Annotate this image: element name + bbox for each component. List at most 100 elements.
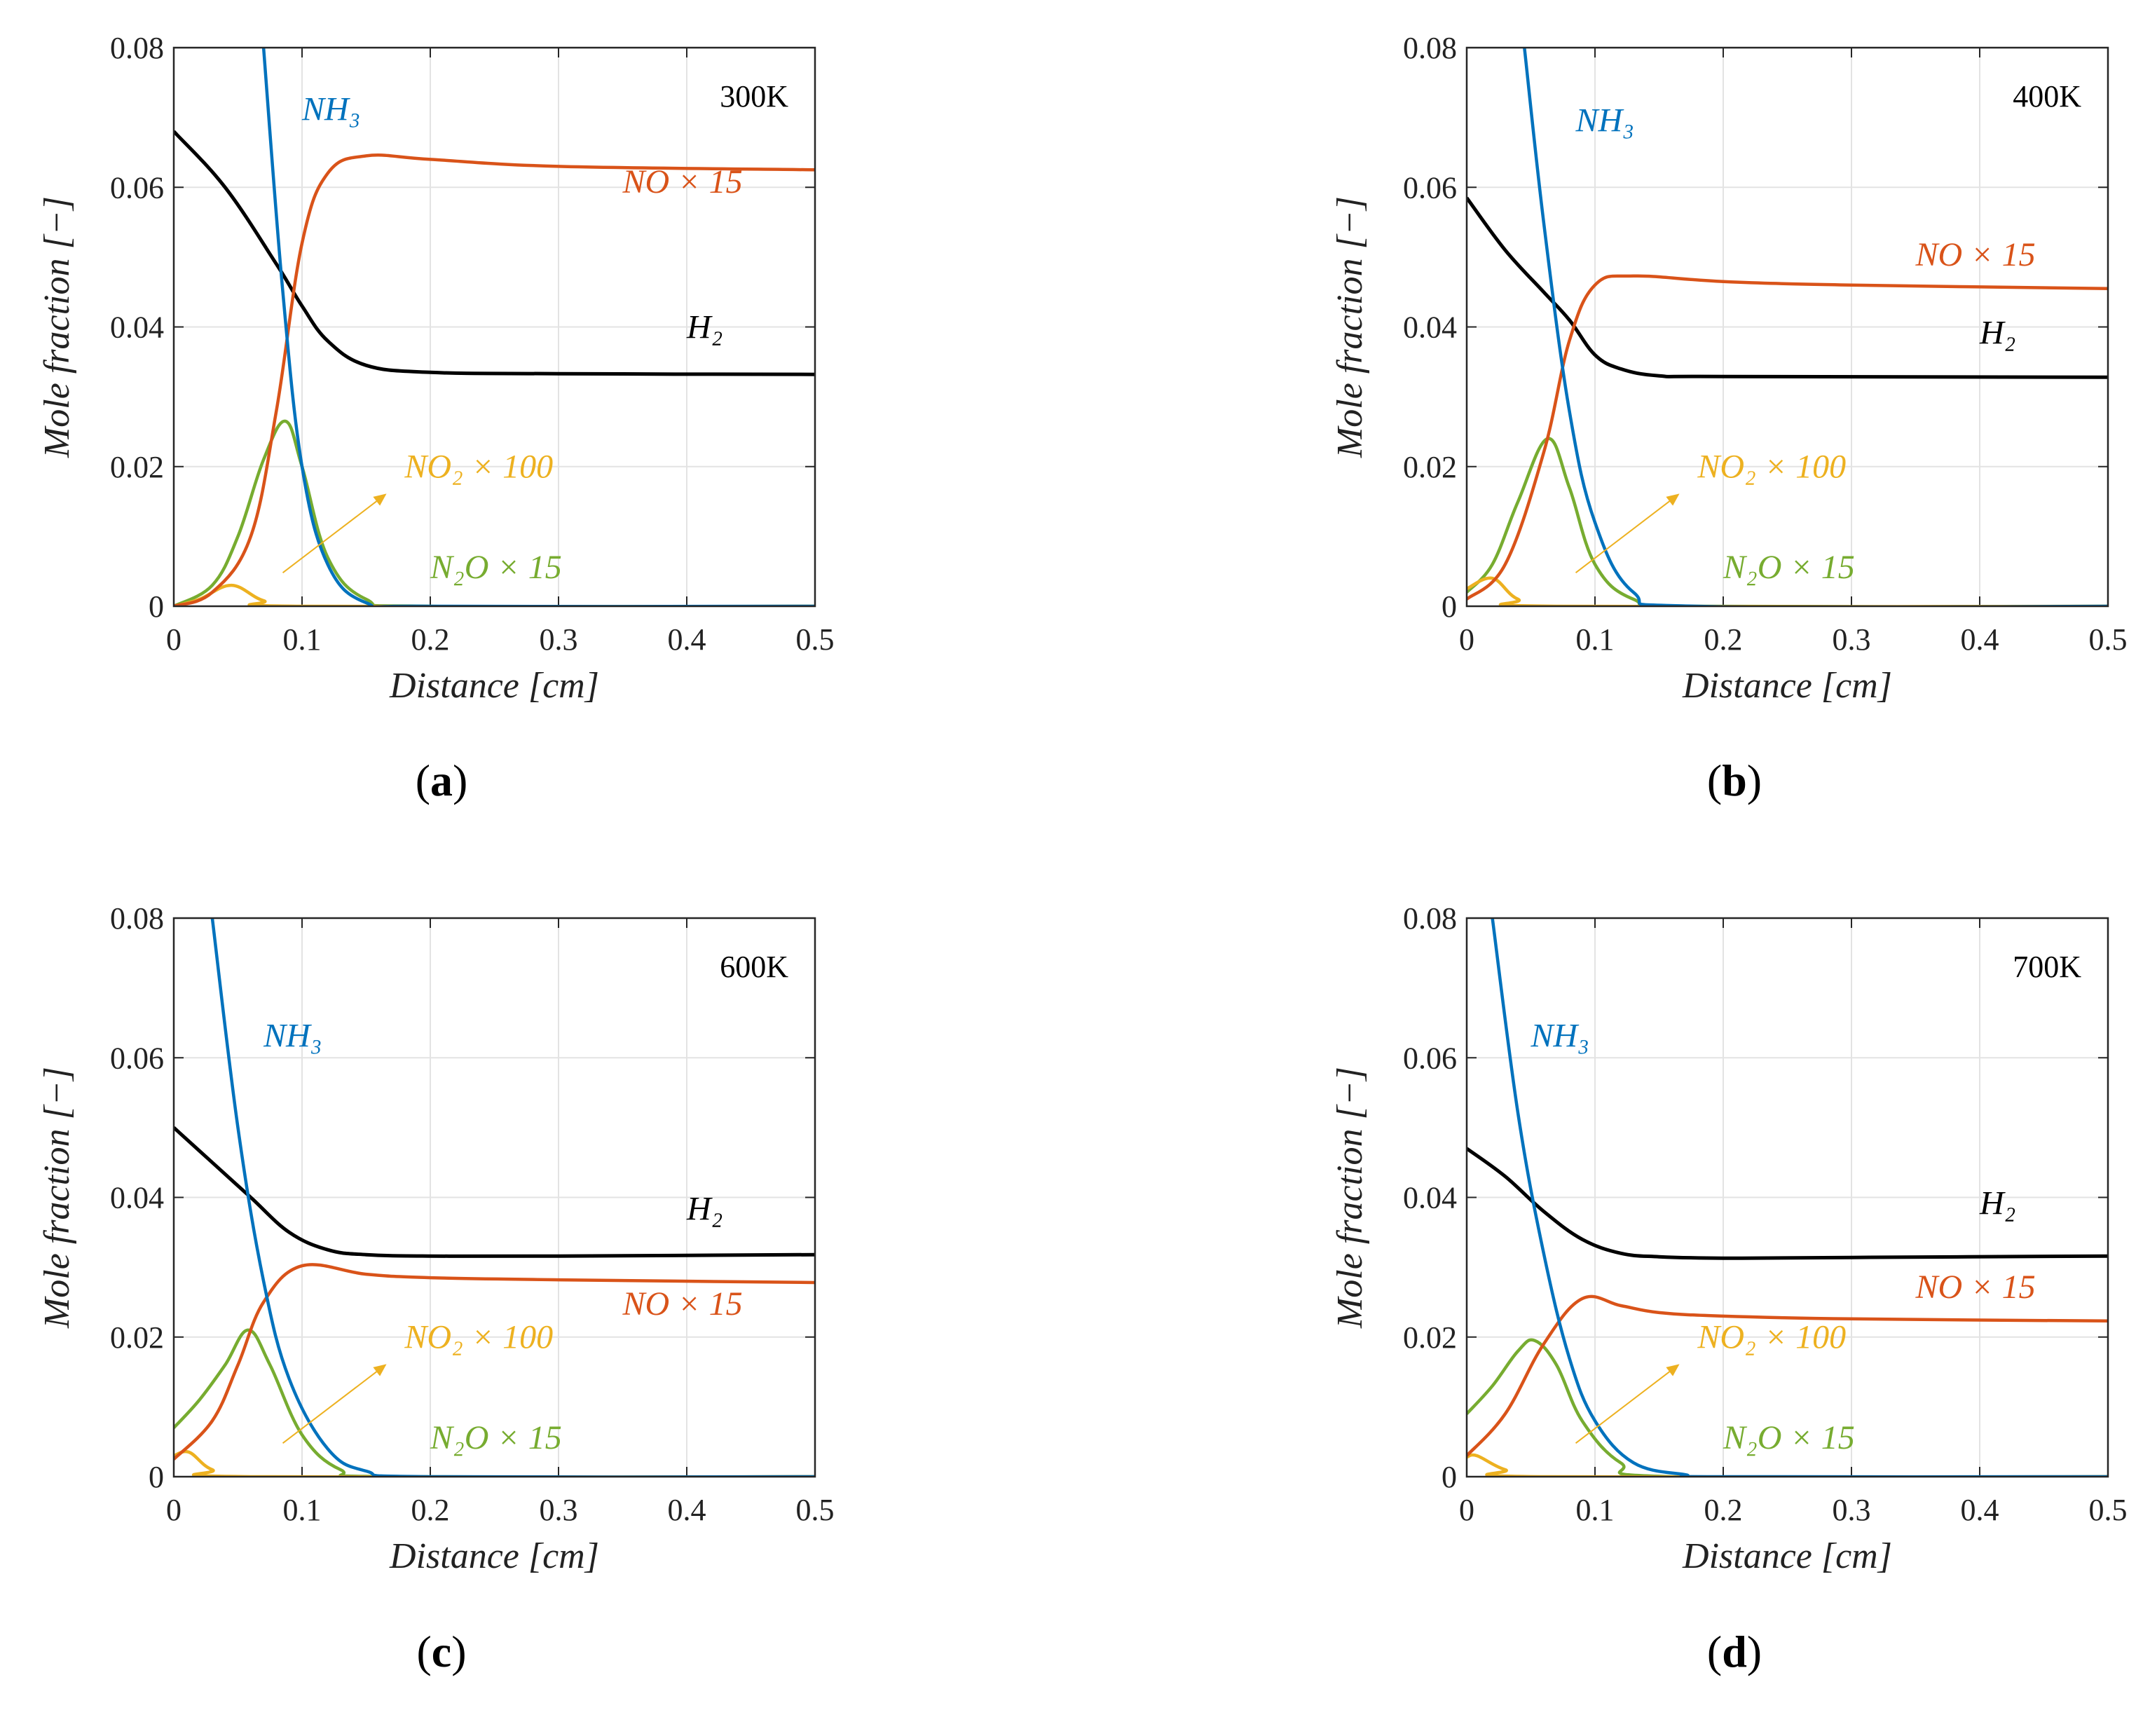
series-line-nh3 xyxy=(261,48,815,606)
x-axis-label: Distance [cm] xyxy=(1682,1536,1892,1576)
y-tick-label: 0.02 xyxy=(110,450,164,484)
y-tick-label: 0.06 xyxy=(1403,1041,1457,1075)
series-label-h2: H₂ xyxy=(1979,1184,2015,1222)
y-tick-label: 0.04 xyxy=(110,310,164,345)
series-line-h2 xyxy=(1467,1147,2108,1260)
y-tick-label: 0.08 xyxy=(1403,31,1457,65)
no2-pointer-arrow xyxy=(1575,493,1680,573)
x-tick-label: 0.1 xyxy=(1576,622,1615,657)
x-tick-label: 0.4 xyxy=(668,1493,706,1527)
x-tick-label: 0.5 xyxy=(2089,1493,2128,1527)
x-tick-label: 0.1 xyxy=(1576,1493,1615,1527)
y-axis-label: Mole fraction [−] xyxy=(1330,196,1370,458)
x-tick-label: 0.5 xyxy=(2089,622,2128,657)
series-line-h2 xyxy=(1467,196,2108,379)
series-line-no xyxy=(174,153,815,606)
x-tick-label: 0.4 xyxy=(1961,1493,1999,1527)
series-label-no2: NO₂ × 100 xyxy=(1697,449,1846,486)
series-line-n2o xyxy=(174,419,815,606)
series-line-nh3 xyxy=(1491,918,2108,1477)
temperature-label: 700K xyxy=(2013,950,2081,984)
y-tick-label: 0.04 xyxy=(1403,1181,1457,1215)
series-label-nh3: NH₃ xyxy=(263,1017,322,1054)
chart-panel-c: 0 0.1 0.2 0.3 0.4 0.5 0 0.02 0.04 0.06 0.08 NH₃ NO ×… xyxy=(37,901,835,1676)
y-tick-label: 0 xyxy=(149,589,164,624)
y-tick-label: 0.06 xyxy=(1403,170,1457,205)
y-tick-label: 0.06 xyxy=(110,1041,164,1075)
series-line-n2o xyxy=(174,1328,815,1477)
temperature-label: 600K xyxy=(720,950,788,984)
series-line-h2 xyxy=(174,1126,815,1258)
y-tick-label: 0.06 xyxy=(110,170,164,205)
y-tick-label: 0 xyxy=(1442,1460,1457,1494)
series-label-no: NO × 15 xyxy=(622,1285,743,1322)
series-line-no xyxy=(1467,1294,2108,1457)
y-tick-label: 0.08 xyxy=(110,901,164,936)
chart-panel-d: 0 0.1 0.2 0.3 0.4 0.5 0 0.02 0.04 0.06 0.08 NH₃ NO ×… xyxy=(1330,901,2128,1676)
series-line-h2 xyxy=(174,130,815,376)
no2-pointer-arrow xyxy=(282,493,387,573)
y-tick-label: 0.04 xyxy=(1403,310,1457,345)
temperature-label: 400K xyxy=(2013,79,2081,114)
axes-frame xyxy=(1465,917,2109,1478)
x-tick-label: 0.3 xyxy=(540,622,578,657)
series-label-no2: NO₂ × 100 xyxy=(404,1319,553,1356)
panel-caption: (d) xyxy=(1707,1627,1762,1676)
panel-caption: (b) xyxy=(1707,756,1762,805)
series-label-n2o: N₂O × 15 xyxy=(1723,549,1855,586)
y-axis-label: Mole fraction [−] xyxy=(37,196,77,458)
y-tick-label: 0.08 xyxy=(1403,901,1457,936)
panel-caption: (c) xyxy=(416,1627,466,1676)
y-tick-label: 0.02 xyxy=(1403,1320,1457,1355)
x-tick-label: 0.4 xyxy=(1961,622,1999,657)
series-line-no xyxy=(174,1263,815,1461)
x-tick-label: 0.3 xyxy=(1833,622,1871,657)
x-tick-label: 0.4 xyxy=(668,622,706,657)
y-axis-label: Mole fraction [−] xyxy=(37,1067,77,1329)
series-label-no: NO × 15 xyxy=(622,163,743,200)
series-line-no xyxy=(1467,274,2108,601)
series-label-h2: H₂ xyxy=(686,308,723,346)
x-tick-label: 0 xyxy=(166,1493,182,1527)
x-tick-label: 0.5 xyxy=(796,622,835,657)
series-label-no: NO × 15 xyxy=(1915,236,2036,273)
series-line-n2o xyxy=(1467,1338,2108,1477)
x-tick-label: 0.2 xyxy=(1704,622,1743,657)
series-label-no2: NO₂ × 100 xyxy=(1697,1319,1846,1356)
axes-frame xyxy=(1465,46,2109,608)
y-tick-label: 0.02 xyxy=(1403,450,1457,484)
panel-caption: (a) xyxy=(416,756,468,805)
x-tick-label: 0 xyxy=(1459,622,1474,657)
x-tick-label: 0.1 xyxy=(283,622,322,657)
series-label-nh3: NH₃ xyxy=(301,91,360,128)
x-tick-label: 0 xyxy=(1459,1493,1474,1527)
x-axis-label: Distance [cm] xyxy=(389,666,599,706)
temperature-label: 300K xyxy=(720,79,788,114)
series-label-h2: H₂ xyxy=(1979,314,2015,351)
y-tick-label: 0.02 xyxy=(110,1320,164,1355)
series-label-n2o: N₂O × 15 xyxy=(430,1419,562,1456)
chart-panel-b: 0 0.1 0.2 0.3 0.4 0.5 0 0.02 0.04 0.06 0.08 NH₃ NO ×… xyxy=(1330,31,2128,805)
series-label-h2: H₂ xyxy=(686,1190,723,1227)
series-line-n2o xyxy=(1467,437,2108,606)
axes-frame xyxy=(172,917,816,1478)
y-tick-label: 0.08 xyxy=(110,31,164,65)
y-tick-label: 0.04 xyxy=(110,1181,164,1215)
y-tick-label: 0 xyxy=(1442,589,1457,624)
series-label-n2o: N₂O × 15 xyxy=(430,549,562,586)
x-tick-label: 0.3 xyxy=(1833,1493,1871,1527)
series-label-no: NO × 15 xyxy=(1915,1269,2036,1306)
axes-frame xyxy=(172,46,816,608)
x-tick-label: 0.2 xyxy=(1704,1493,1743,1527)
x-tick-label: 0.5 xyxy=(796,1493,835,1527)
no2-pointer-arrow xyxy=(1575,1364,1680,1444)
y-tick-label: 0 xyxy=(149,1460,164,1494)
series-group xyxy=(174,48,815,606)
x-tick-label: 0.2 xyxy=(411,622,450,657)
y-axis-label: Mole fraction [−] xyxy=(1330,1067,1370,1329)
series-line-nh3 xyxy=(1523,48,2108,606)
x-axis-label: Distance [cm] xyxy=(389,1536,599,1576)
x-tick-label: 0.3 xyxy=(540,1493,578,1527)
series-label-nh3: NH₃ xyxy=(1575,102,1634,139)
